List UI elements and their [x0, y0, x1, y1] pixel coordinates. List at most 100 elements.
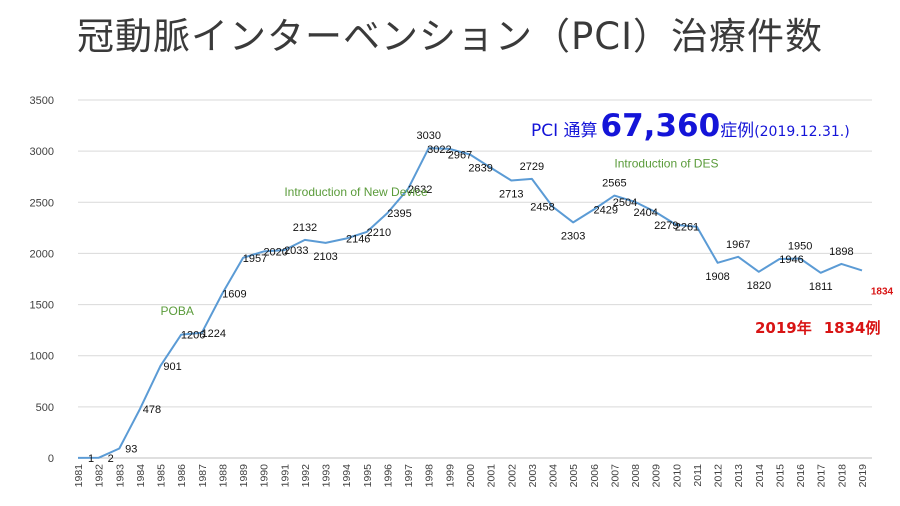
x-tick-label: 2011: [692, 464, 704, 487]
gridlines: [78, 99, 872, 459]
data-label: 1950: [788, 241, 812, 253]
data-label: 2279: [654, 220, 678, 232]
data-label: 2210: [367, 227, 391, 239]
data-label: 1908: [705, 271, 729, 283]
x-tick-label: 1991: [279, 464, 291, 488]
data-label: 1811: [809, 281, 833, 293]
y-axis-ticks: 0 500 1000 1500 2000 2500 3000 3500: [30, 95, 54, 465]
data-label: 1224: [202, 328, 226, 340]
x-tick-label: 2017: [816, 464, 828, 488]
year-total-count: 1834例: [823, 319, 881, 337]
x-tick-label: 2007: [609, 464, 621, 488]
year-total: 2019年 1834例: [755, 317, 881, 338]
x-tick-label: 1988: [217, 464, 229, 488]
x-tick-label: 1987: [197, 464, 209, 488]
x-tick-label: 1999: [444, 464, 456, 488]
cumulative-count: 67,360: [600, 108, 721, 144]
data-label: 2146: [346, 233, 370, 245]
data-label: 1609: [222, 288, 246, 300]
x-tick-label: 2008: [630, 464, 642, 488]
page-title: 冠動脈インターベンション（PCI）治療件数: [76, 15, 824, 58]
data-label: 2565: [602, 178, 626, 190]
year-total-year: 2019年: [755, 319, 812, 337]
x-tick-label: 1994: [341, 464, 353, 488]
data-label: 2020: [263, 246, 287, 258]
data-label: 2132: [293, 222, 317, 234]
data-label: 1206: [181, 330, 205, 342]
annotation-label: Introduction of DES: [614, 157, 718, 171]
data-label: 2429: [594, 205, 618, 217]
x-tick-label: 2015: [774, 464, 786, 488]
x-axis-ticks: 1981 1982 1983 1984 1985 1986 1987 1988 1989 1990…: [73, 464, 869, 488]
x-tick-label: 1998: [424, 464, 436, 488]
data-label: 1967: [726, 239, 750, 251]
series-line: [77, 147, 863, 459]
y-tick-label: 2000: [30, 248, 54, 260]
x-tick-label: 2002: [506, 464, 518, 488]
x-tick-label: 1982: [94, 464, 106, 488]
data-label: 3022: [427, 144, 451, 156]
x-tick-label: 1985: [156, 464, 168, 488]
x-tick-label: 2000: [465, 464, 477, 488]
data-label: 2839: [468, 163, 492, 175]
y-tick-label: 1500: [30, 300, 54, 312]
x-tick-label: 2006: [589, 464, 601, 488]
data-label: 2395: [387, 208, 411, 220]
data-label: 2404: [633, 207, 657, 219]
cumulative-total: PCI 通算67,360症例(2019.12.31.): [531, 108, 850, 144]
annotations: POBA Introduction of New Device Introducti…: [161, 157, 719, 318]
data-label: 2458: [530, 202, 554, 214]
data-label: 3030: [416, 130, 440, 142]
x-tick-label: 2018: [836, 464, 848, 488]
y-tick-label: 0: [48, 453, 54, 465]
x-tick-label: 2009: [651, 464, 663, 488]
y-tick-label: 1000: [30, 351, 54, 363]
data-label: 1957: [243, 253, 267, 265]
data-label: 1: [88, 453, 94, 465]
x-tick-label: 1997: [403, 464, 415, 488]
data-label: 2: [108, 453, 114, 465]
cumulative-date: (2019.12.31.): [754, 124, 850, 140]
data-label: 901: [163, 361, 181, 373]
x-tick-label: 2012: [713, 464, 725, 488]
x-tick-label: 2003: [527, 464, 539, 488]
data-label: 2967: [448, 150, 472, 162]
x-tick-label: 1984: [135, 464, 147, 488]
series-line-path: [77, 147, 863, 459]
x-tick-label: 1989: [238, 464, 250, 488]
x-tick-label: 2013: [733, 464, 745, 488]
data-label: 93: [125, 443, 137, 455]
x-tick-label: 2004: [548, 464, 560, 488]
x-tick-label: 1986: [176, 464, 188, 488]
x-tick-label: 1993: [321, 464, 333, 488]
data-label: 2033: [284, 245, 308, 257]
x-tick-label: 1995: [362, 464, 374, 488]
data-label: 2261: [675, 222, 699, 234]
annotation-label: Introduction of New Device: [284, 185, 428, 199]
data-label: 2303: [561, 230, 585, 242]
x-tick-label: 1983: [114, 464, 126, 488]
y-tick-label: 2500: [30, 197, 54, 209]
x-tick-label: 1981: [73, 464, 85, 488]
x-tick-label: 1992: [300, 464, 312, 488]
y-tick-label: 500: [36, 402, 54, 414]
cumulative-label: PCI 通算: [531, 121, 598, 141]
x-tick-label: 2014: [754, 464, 766, 488]
x-tick-label: 1996: [382, 464, 394, 488]
data-label: 1946: [779, 254, 803, 266]
annotation-label: POBA: [161, 304, 194, 318]
y-tick-label: 3000: [30, 146, 54, 158]
x-tick-label: 2016: [795, 464, 807, 488]
y-tick-label: 3500: [30, 95, 54, 107]
data-label: 1898: [829, 246, 853, 258]
data-label: 2713: [499, 188, 523, 200]
data-label: 1834: [871, 286, 894, 297]
x-tick-label: 2001: [486, 464, 498, 488]
x-tick-label: 2005: [568, 464, 580, 488]
x-tick-label: 2010: [671, 464, 683, 488]
data-label: 2103: [313, 251, 337, 263]
data-label: 2504: [613, 197, 637, 209]
data-label: 2632: [408, 184, 432, 196]
